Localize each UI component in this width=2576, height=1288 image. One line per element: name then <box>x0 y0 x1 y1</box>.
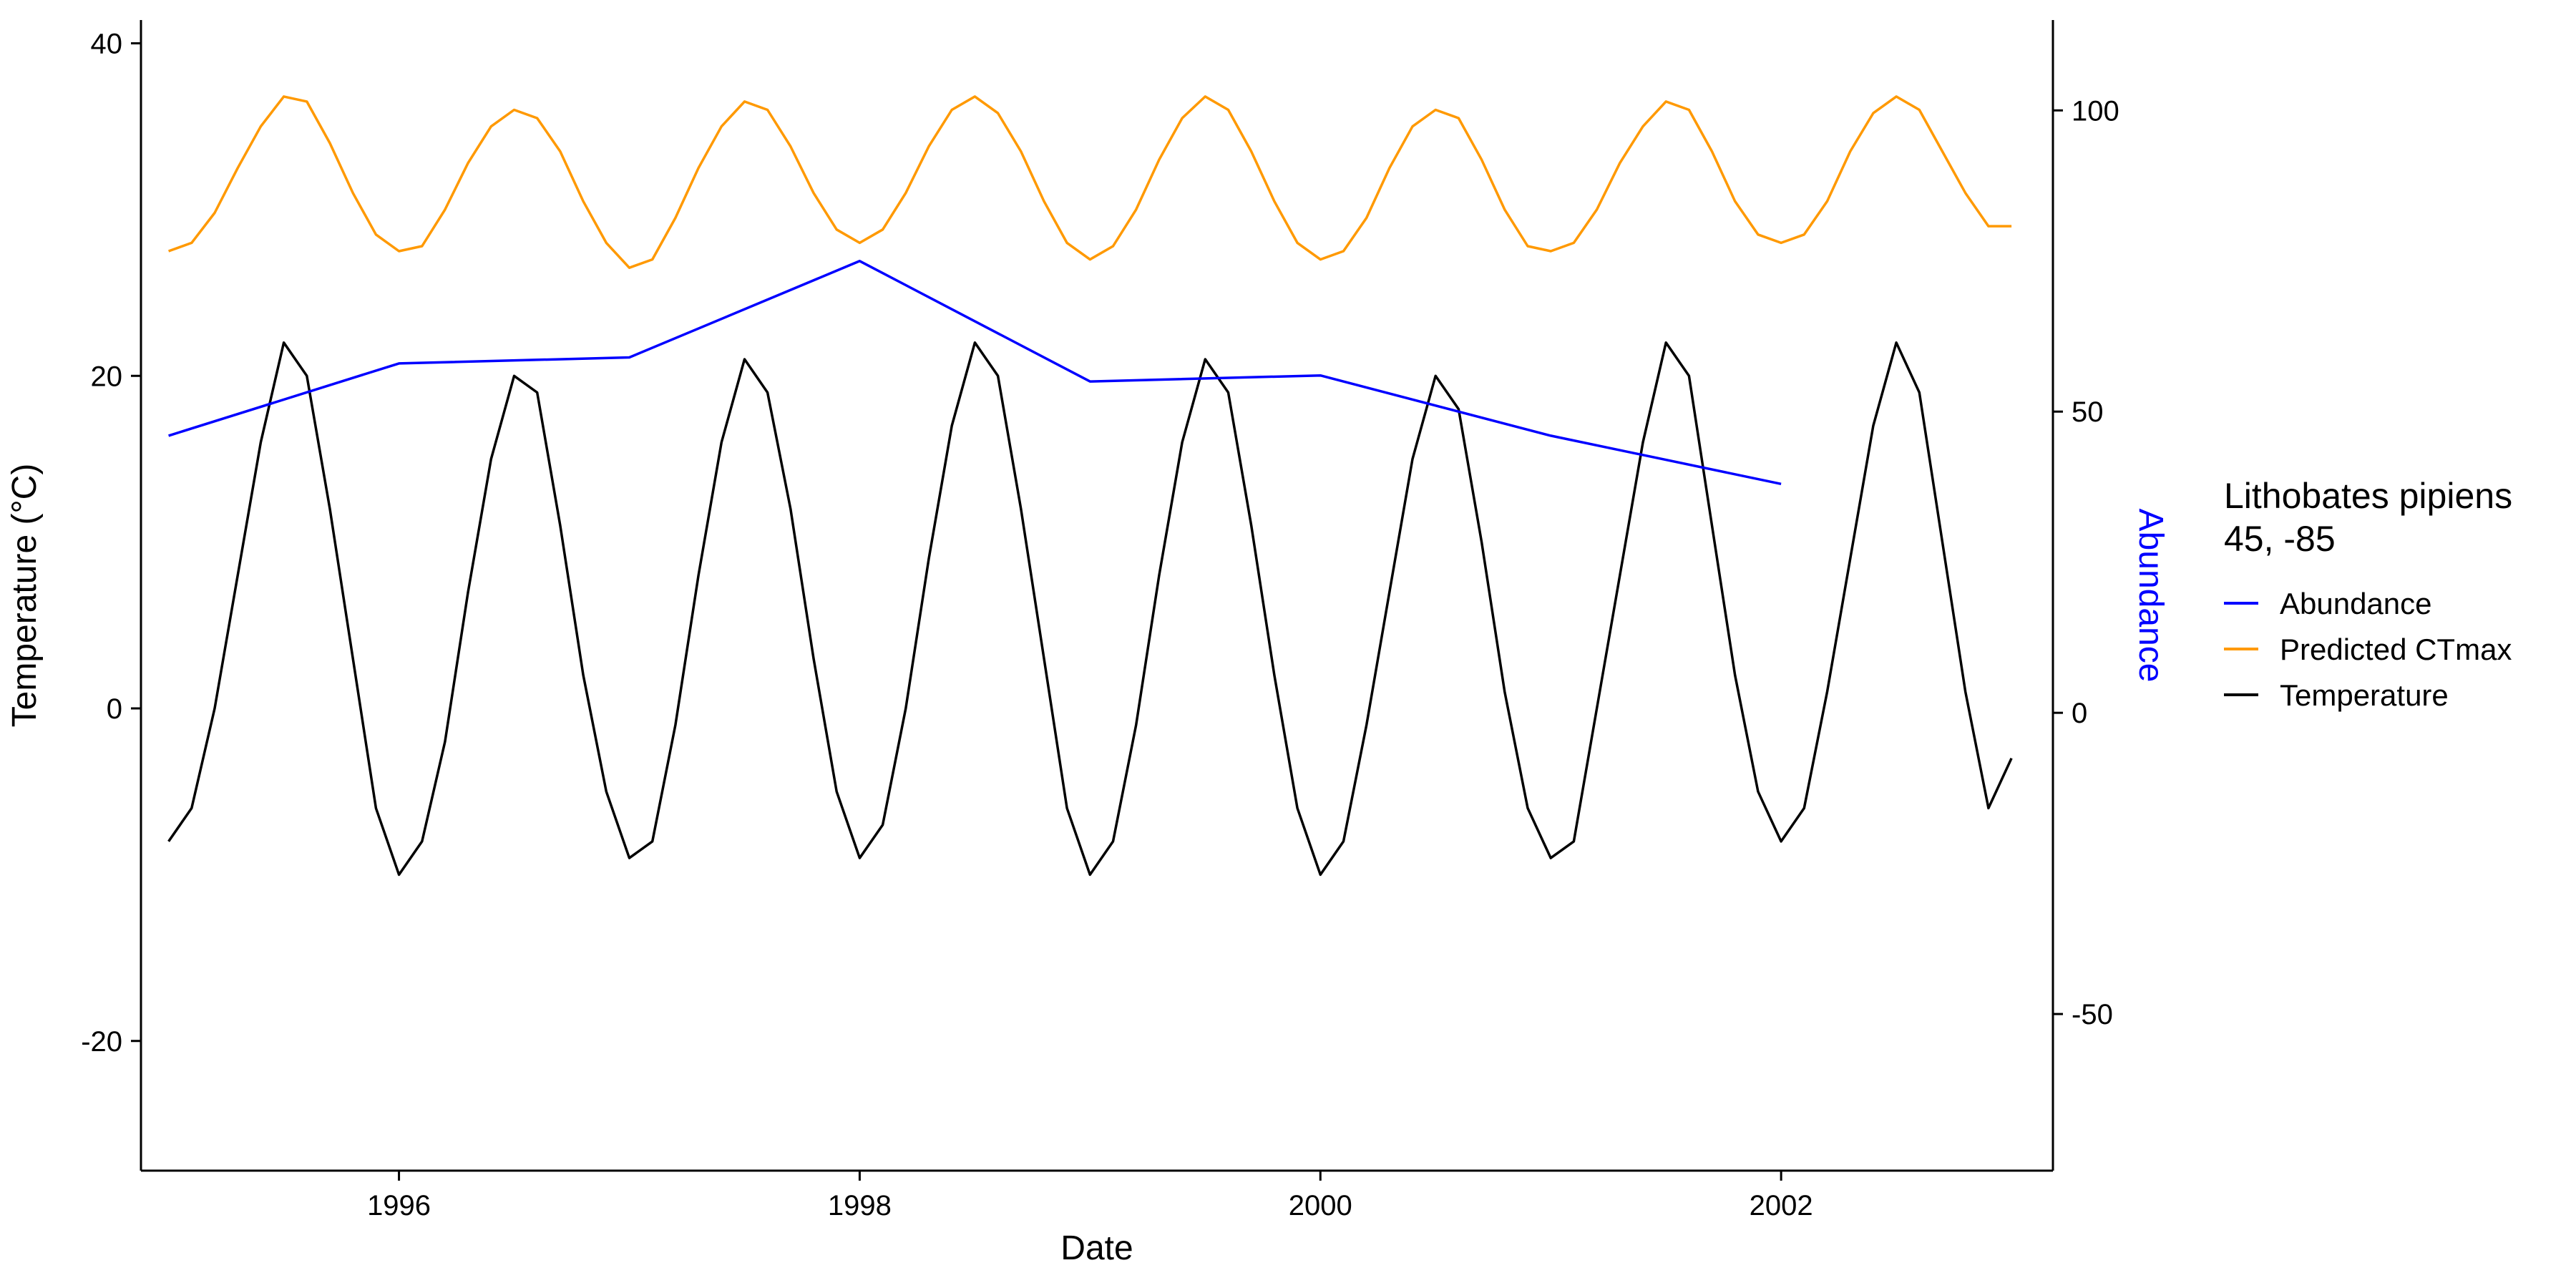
series-layer <box>167 95 2013 877</box>
legend-label-abundance: Abundance <box>2280 587 2432 620</box>
legend-title-line-2: 45, -85 <box>2224 519 2336 559</box>
legend-entries: Abundance Predicted CTmax Temperature <box>2224 587 2512 712</box>
y-right-tick-label: 50 <box>2072 396 2104 428</box>
y-left-tick-label: 40 <box>91 29 123 60</box>
x-tick-label: 1998 <box>828 1190 892 1221</box>
legend: Lithobates pipiens 45, -85 Abundance Pred… <box>2224 476 2512 712</box>
ticks: 1996 1998 2000 2002 -20 0 20 40 -50 0 50 100 <box>81 29 2119 1221</box>
x-tick-label: 1996 <box>367 1190 431 1221</box>
y-axis-left-title: Temperature (°C) <box>6 464 44 728</box>
series-line-temperature <box>167 341 2013 877</box>
y-right-tick-label: -50 <box>2072 999 2113 1030</box>
y-right-tick-label: 100 <box>2072 95 2119 127</box>
y-axis-right-title: Abundance <box>2132 509 2170 683</box>
series-line-predicted-ctmax <box>168 95 2012 269</box>
x-axis-title: Date <box>1060 1229 1133 1267</box>
y-left-tick-label: -20 <box>81 1026 122 1058</box>
legend-label-temperature: Temperature <box>2280 678 2449 712</box>
series-line-abundance <box>168 260 1782 486</box>
y-left-tick-label: 20 <box>91 361 123 392</box>
legend-label-predicted-ctmax: Predicted CTmax <box>2280 633 2512 666</box>
plot-area <box>167 95 2013 877</box>
y-right-tick-label: 0 <box>2072 698 2087 729</box>
x-tick-label: 2002 <box>1750 1190 1813 1221</box>
y-left-tick-label: 0 <box>107 693 122 725</box>
x-tick-label: 2000 <box>1289 1190 1352 1221</box>
legend-title-line-1: Lithobates pipiens <box>2224 476 2512 516</box>
axes: 1996 1998 2000 2002 -20 0 20 40 -50 0 50 100 <box>81 20 2119 1221</box>
